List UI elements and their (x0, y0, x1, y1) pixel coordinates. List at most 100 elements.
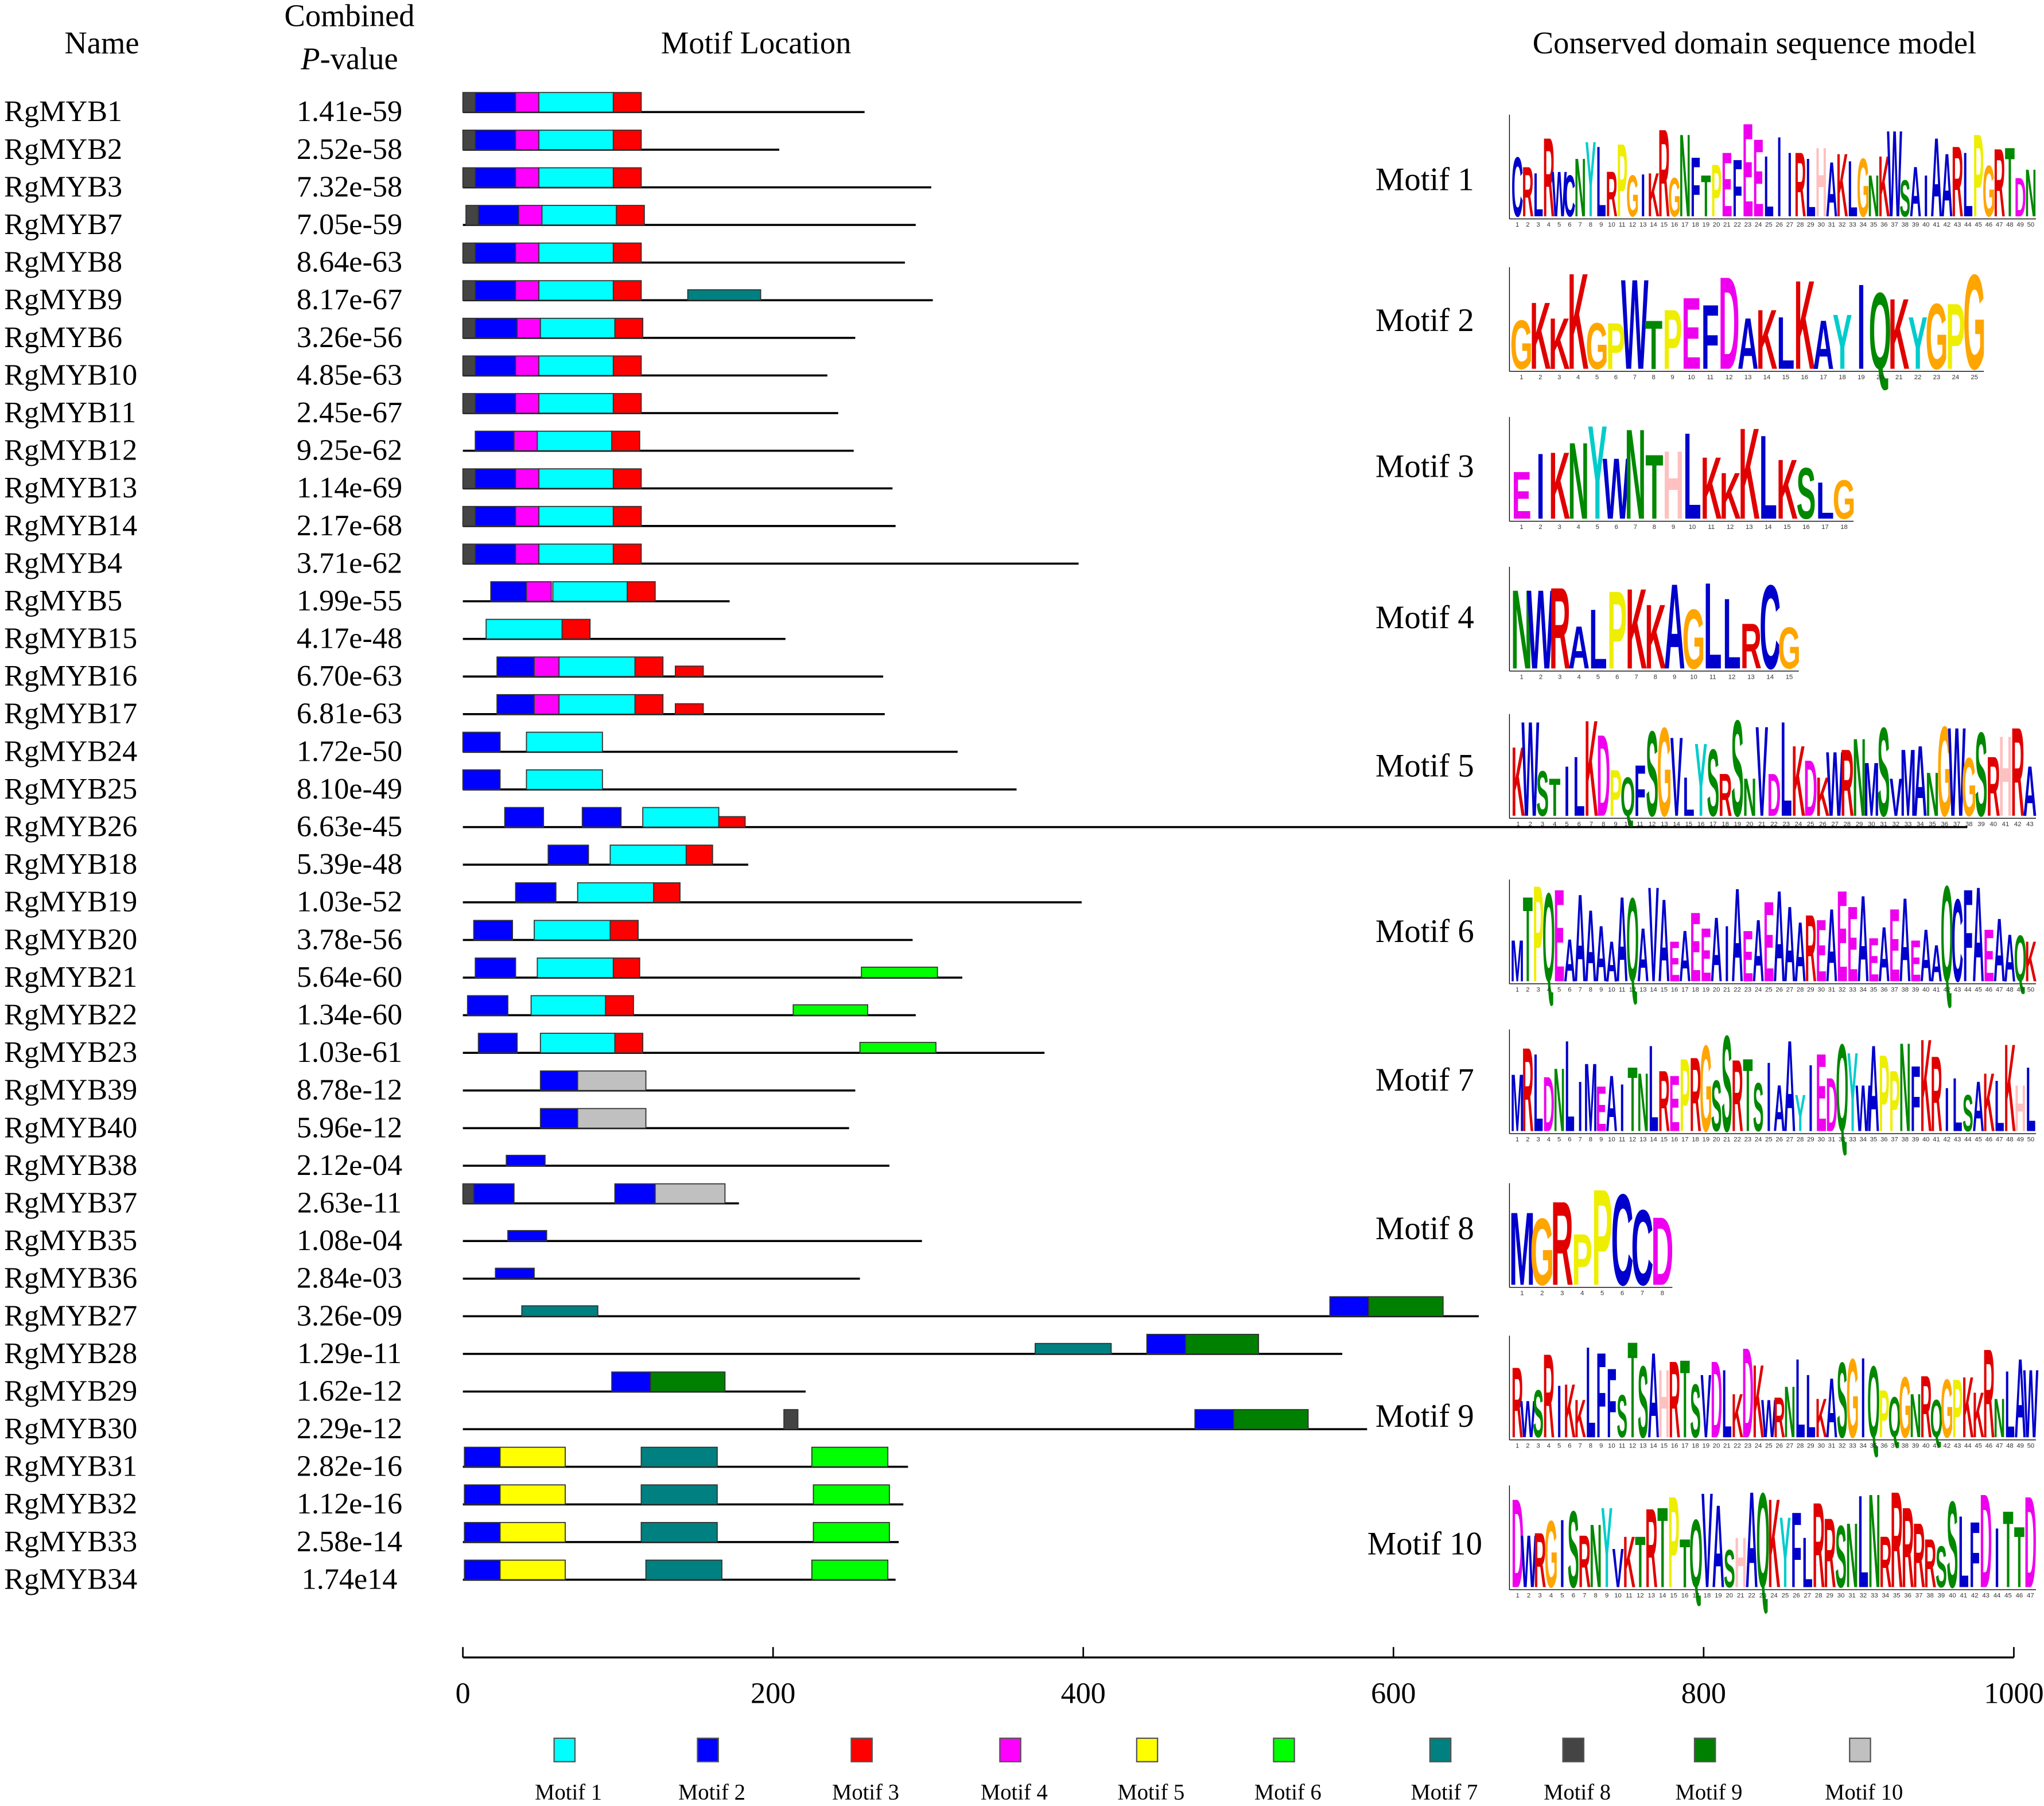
logo-position: 20 (1713, 986, 1720, 993)
logo-letter: R (1719, 761, 1732, 829)
logo-position: 25 (1765, 221, 1773, 228)
logo-letter: W (1826, 732, 1844, 835)
logo-letter: N (1511, 567, 1532, 693)
logo-position: 7 (1634, 524, 1637, 531)
legend-item: Motif 9 (1676, 1737, 1742, 1805)
logo-letter: L (1796, 1335, 1805, 1461)
logo-letter: I (1861, 1334, 1866, 1462)
logo-position: 4 (1547, 1136, 1551, 1143)
motif-8-box (462, 242, 476, 263)
logo-position: 2 (1538, 374, 1542, 381)
motif-7-box (521, 1305, 599, 1317)
protein-row: RgMYB21 5.64e-60 (4, 958, 962, 994)
logo-position: 1 (1515, 986, 1519, 993)
logo-letter: A (1595, 910, 1607, 999)
motif-1-box (534, 920, 611, 941)
logo-letter: A (1647, 1328, 1659, 1464)
logo-letter: S (1936, 1534, 1947, 1600)
protein-row: RgMYB22 1.34e-60 (4, 995, 916, 1032)
logo-position: 32 (1839, 986, 1846, 993)
protein-name: RgMYB14 (4, 509, 137, 542)
logo-position: 25 (1807, 821, 1814, 828)
legend-swatch (1429, 1737, 1452, 1762)
logo-letter: H (1816, 127, 1827, 238)
logo-position: 10 (1624, 821, 1631, 828)
logo-letter: D (1719, 250, 1740, 398)
logo-letter: A (1664, 558, 1685, 695)
p-value: 8.78e-12 (297, 1073, 402, 1107)
logo-letter: R (1731, 1039, 1743, 1154)
logo-position: 9 (1599, 986, 1603, 993)
protein-name: RgMYB34 (4, 1562, 137, 1595)
logo-letter: T (2014, 1509, 2024, 1606)
logo-letter: M (1864, 746, 1879, 832)
logo-letter: E (1868, 925, 1879, 995)
motif-4-box (534, 694, 560, 715)
logo-position: 43 (1954, 1442, 1961, 1449)
motif-8-box (462, 1183, 475, 1204)
logo-letter: R (1669, 1338, 1680, 1461)
motif-2-box (496, 694, 535, 715)
logo-letter: R (1511, 1346, 1523, 1459)
motif-label: Motif 2 (1375, 302, 1474, 338)
logo-position: 24 (1952, 374, 1960, 381)
logo-letter: G (1899, 1359, 1911, 1457)
logo-position: 10 (1608, 1136, 1615, 1143)
logo-position: 36 (1941, 821, 1948, 828)
logo-position: 50 (2027, 986, 2035, 993)
logo-position: 39 (1912, 221, 1919, 228)
logo-letter: I (1995, 1510, 1999, 1605)
motif-1-box (558, 656, 636, 678)
logo-letter: P (1606, 309, 1626, 383)
logo-letter: F (1963, 862, 1973, 1010)
protein-row: RgMYB2 2.52e-58 (4, 129, 779, 166)
motif-2-box (475, 280, 516, 301)
logo-position: 38 (1901, 1442, 1909, 1449)
logo-position: 36 (1880, 1442, 1888, 1449)
logo-letter: P (1879, 1032, 1890, 1154)
logo-position: 16 (1801, 374, 1808, 381)
logo-letter: P (1879, 1376, 1890, 1452)
motif-9-box (1368, 1296, 1444, 1317)
motif-2-box (539, 1108, 578, 1129)
logo-letter: K (1701, 439, 1722, 538)
motif-4-box (515, 280, 539, 301)
logo-letter: L (2026, 1049, 2035, 1151)
logo-position: 19 (1734, 821, 1742, 828)
motif-1-box (538, 167, 614, 188)
logo-letter: C (1631, 1188, 1654, 1308)
logo-position: 33 (1871, 1593, 1878, 1599)
p-value: 1.99e-55 (297, 584, 402, 617)
logo-letter: S (1711, 1065, 1722, 1147)
logo-letter: F (1596, 1328, 1606, 1464)
logo-letter: N (1625, 403, 1646, 547)
logo-letter: G (1682, 591, 1705, 687)
protein-name: RgMYB19 (4, 885, 137, 918)
logo-position: 22 (1748, 1593, 1755, 1599)
logo-position: 49 (2016, 1136, 2024, 1143)
motif-1-box (485, 618, 563, 640)
logo-position: 37 (1953, 821, 1961, 828)
motif-8-box (462, 280, 476, 301)
logo-letter: D (1804, 744, 1817, 834)
protein-rows: RgMYB1 1.41e-59 RgMYB2 2.52e-58 RgMYB3 7.32e-… (4, 92, 1968, 1595)
logo-position: 6 (1568, 1442, 1571, 1449)
logo-position: 13 (1639, 986, 1647, 993)
p-value: 8.17e-67 (297, 283, 402, 316)
logo-letter: A (1606, 1060, 1617, 1149)
logo-position: 8 (1661, 1290, 1664, 1297)
logo-letter: A (1712, 1481, 1725, 1613)
protein-row: RgMYB34 1.74e14 (4, 1559, 896, 1595)
logo-position: 4 (1549, 1593, 1553, 1599)
protein-row: RgMYB12 9.25e-62 (4, 430, 854, 467)
motif-2-box (464, 1521, 501, 1543)
logo-position: 27 (1831, 821, 1839, 828)
logo-letter: S (1835, 1507, 1847, 1606)
motif-2-box (515, 882, 557, 903)
logo-position: 23 (1933, 374, 1941, 381)
logo-letter: L (1816, 471, 1834, 530)
p-value: 1.74e14 (302, 1562, 398, 1595)
logo-letter: F (1634, 750, 1646, 831)
motif-1-box (539, 1033, 616, 1054)
